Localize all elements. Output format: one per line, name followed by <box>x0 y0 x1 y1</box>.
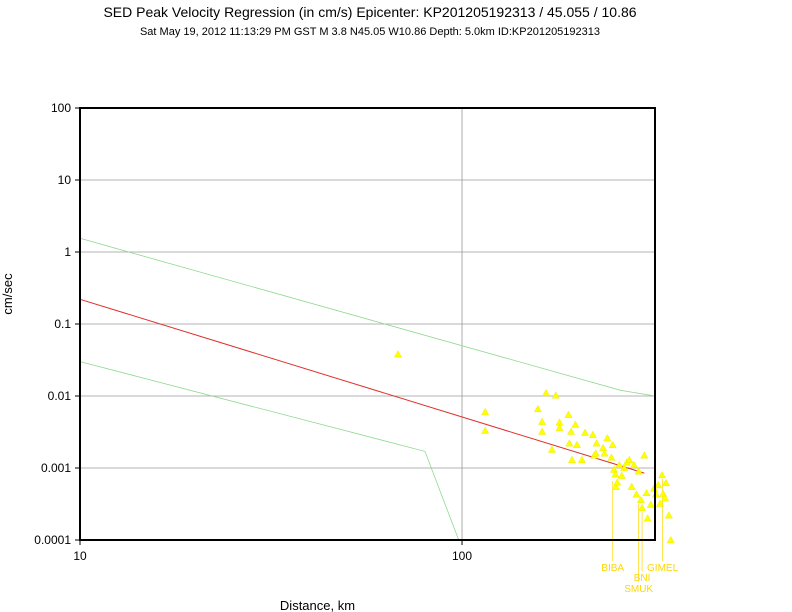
y-tick-label: 0.0001 <box>34 533 71 547</box>
data-point <box>573 440 581 448</box>
data-point <box>632 490 641 498</box>
data-point <box>600 449 609 457</box>
station-label-bni: BNI <box>634 573 651 584</box>
data-point <box>634 467 643 475</box>
data-point <box>568 455 576 463</box>
data-point <box>643 514 652 522</box>
regression-line <box>79 298 645 474</box>
data-point <box>538 417 547 425</box>
y-tick-label: 1 <box>64 245 71 259</box>
bound-lines <box>79 237 656 541</box>
data-point <box>610 465 618 473</box>
y-tick-label: 0.001 <box>41 461 71 475</box>
x-axis-ticks: 10 100 <box>73 540 472 563</box>
y-tick-label: 0.01 <box>48 389 72 403</box>
data-point <box>564 410 573 418</box>
x-axis-label: Distance, km <box>280 598 355 612</box>
grid-lines <box>79 107 655 541</box>
y-axis-label: cm/sec <box>0 273 15 315</box>
data-point <box>617 471 626 479</box>
data-point <box>533 404 542 413</box>
data-point <box>666 535 675 544</box>
data-point <box>555 423 564 431</box>
data-point <box>646 500 655 508</box>
data-point <box>571 420 580 428</box>
data-point <box>638 503 647 511</box>
data-point <box>654 480 663 489</box>
data-point <box>630 460 638 469</box>
data-point <box>612 482 620 490</box>
chart-title: SED Peak Velocity Regression (in cm/s) E… <box>103 4 637 20</box>
station-label-smuk: SMUK <box>624 584 653 595</box>
data-point <box>565 439 574 447</box>
data-point <box>394 350 402 358</box>
x-tick-label: 100 <box>452 549 472 563</box>
data-point <box>615 460 624 469</box>
upper-bound-line <box>79 237 656 397</box>
data-point <box>611 470 620 478</box>
y-tick-label: 100 <box>51 101 71 115</box>
data-points <box>394 350 675 544</box>
data-point <box>577 455 586 463</box>
data-point <box>662 478 670 486</box>
x-tick-label: 10 <box>73 549 87 563</box>
data-point <box>613 478 622 486</box>
data-point <box>481 407 490 416</box>
data-point <box>591 449 600 457</box>
data-point <box>640 451 649 459</box>
data-point <box>642 488 651 496</box>
data-point <box>603 434 612 442</box>
y-tick-label: 0.1 <box>54 317 71 331</box>
y-axis-ticks: 100 10 1 0.1 0.01 0.001 0.0001 <box>34 101 80 547</box>
data-point <box>592 439 601 447</box>
data-point <box>581 428 590 436</box>
station-label-biba: BIBA <box>601 563 624 574</box>
data-point <box>607 453 616 461</box>
data-point <box>658 470 667 479</box>
data-point <box>627 482 636 490</box>
data-point <box>542 388 551 397</box>
data-point <box>599 443 608 451</box>
data-point <box>588 430 597 438</box>
data-point <box>661 494 670 502</box>
y-tick-label: 10 <box>58 173 72 187</box>
data-point <box>548 445 556 453</box>
station-label-gimel: GIMEL <box>647 563 679 574</box>
data-point <box>620 463 629 472</box>
chart-subtitle: Sat May 19, 2012 11:13:29 PM GST M 3.8 N… <box>139 26 601 38</box>
data-point <box>636 495 645 503</box>
lower-bound-line <box>79 361 460 541</box>
data-point <box>481 426 490 434</box>
regression-line-group <box>79 298 645 474</box>
data-point <box>538 427 547 435</box>
data-point <box>625 455 634 463</box>
data-point <box>664 511 673 519</box>
data-point <box>608 440 617 448</box>
data-point <box>551 391 560 399</box>
data-point <box>656 499 665 507</box>
data-point <box>567 427 576 435</box>
